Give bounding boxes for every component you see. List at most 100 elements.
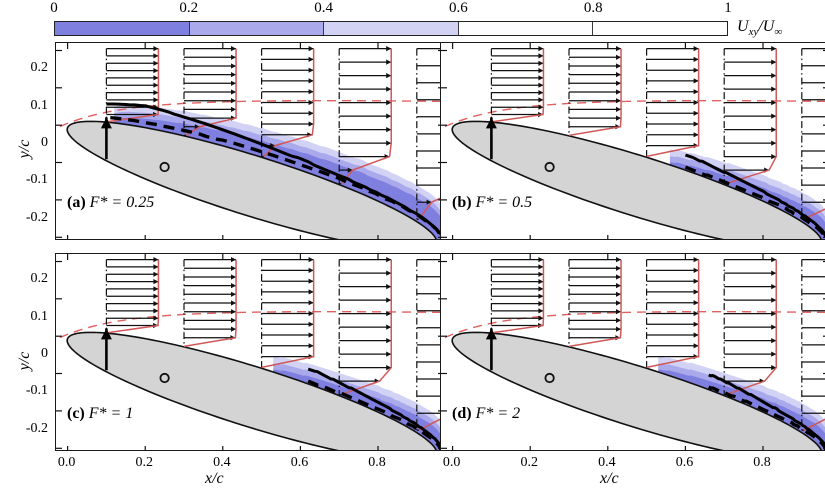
colorbar-tick-0: 0 bbox=[50, 0, 58, 16]
panel-param: F* = 2 bbox=[471, 405, 521, 422]
y-tick-label: 0 bbox=[41, 134, 48, 150]
wake-centerline-dashed bbox=[307, 379, 442, 450]
velocity-arrowhead bbox=[231, 317, 236, 323]
velocity-arrowhead bbox=[693, 121, 699, 127]
velocity-arrowhead bbox=[386, 365, 392, 371]
velocity-arrowhead bbox=[538, 97, 544, 103]
velocity-arrowhead bbox=[693, 78, 699, 84]
y-tick-label: 0.1 bbox=[30, 308, 49, 324]
velocity-arrowhead bbox=[693, 267, 699, 273]
velocity-arrowhead bbox=[153, 286, 159, 292]
x-axis-label-right: x/c bbox=[600, 470, 619, 487]
velocity-arrowhead bbox=[153, 257, 159, 263]
velocity-arrowhead bbox=[231, 291, 236, 297]
panel-param: F* = 0.5 bbox=[471, 194, 533, 211]
velocity-arrowhead bbox=[538, 104, 544, 110]
velocity-arrowhead bbox=[386, 127, 392, 133]
velocity-arrowhead bbox=[386, 46, 392, 52]
velocity-arrowhead bbox=[771, 127, 777, 133]
velocity-arrowhead bbox=[616, 54, 621, 60]
panel-c: (c) F* = 1 bbox=[55, 253, 443, 451]
bl-edge-dashed bbox=[59, 99, 442, 128]
velocity-arrowhead bbox=[386, 113, 392, 119]
velocity-arrowhead bbox=[693, 310, 699, 317]
velocity-arrowhead bbox=[693, 99, 699, 106]
velocity-arrowhead bbox=[426, 199, 432, 205]
velocity-arrowhead bbox=[693, 278, 699, 284]
velocity-arrowhead bbox=[386, 59, 392, 65]
x-tick-label: 0.8 bbox=[368, 455, 386, 470]
velocity-arrowhead bbox=[308, 278, 314, 284]
velocity-arrowhead bbox=[386, 270, 392, 276]
profile-curve-red bbox=[261, 259, 315, 369]
velocity-arrowhead bbox=[231, 72, 236, 78]
velocity-arrowhead bbox=[347, 167, 353, 173]
axes-frame bbox=[55, 42, 443, 240]
panel-label-b: (b) F* = 0.5 bbox=[452, 194, 532, 212]
axes-frame bbox=[440, 253, 825, 451]
velocity-arrowhead bbox=[693, 56, 699, 62]
panel-a: (a) F* = 0.25 bbox=[55, 42, 443, 240]
shear-layer-solid bbox=[307, 367, 442, 450]
velocity-arrowhead bbox=[231, 106, 236, 112]
x-tick-label: 0.2 bbox=[135, 455, 153, 470]
velocity-arrowhead bbox=[616, 326, 621, 332]
profile-curve-red bbox=[646, 48, 700, 158]
bl-edge-dashed bbox=[444, 99, 825, 128]
airfoil-body bbox=[66, 120, 437, 239]
airfoil-body bbox=[66, 331, 437, 450]
velocity-arrowhead bbox=[231, 257, 236, 263]
velocity-arrowhead bbox=[231, 265, 236, 271]
profile-curve-red bbox=[183, 259, 237, 348]
y-tick-label: -0.1 bbox=[25, 172, 48, 188]
velocity-arrowhead bbox=[386, 284, 392, 290]
velocity-arrowhead bbox=[771, 100, 777, 106]
velocity-arrowhead bbox=[308, 110, 314, 116]
velocity-arrowhead bbox=[386, 86, 392, 92]
y-tick-label: -0.2 bbox=[25, 209, 48, 225]
profile-curve-red bbox=[340, 48, 392, 185]
velocity-arrowhead bbox=[616, 291, 621, 297]
profile-curve-red bbox=[185, 48, 237, 137]
velocity-arrowhead bbox=[616, 89, 621, 95]
colorbar-segment-3 bbox=[458, 22, 594, 35]
axes-frame bbox=[440, 42, 825, 240]
x-tick-label: 0.0 bbox=[57, 455, 76, 470]
velocity-arrowhead bbox=[538, 82, 544, 88]
velocity-arrowhead bbox=[308, 257, 314, 263]
velocity-arrowhead bbox=[693, 321, 699, 327]
velocity-arrowhead bbox=[538, 279, 544, 285]
velocity-arrowhead bbox=[538, 46, 544, 52]
axes-frame bbox=[55, 253, 443, 451]
velocity-arrowhead bbox=[538, 315, 544, 321]
colorbar-segment-4 bbox=[593, 22, 727, 35]
y-tick-label: 0.2 bbox=[30, 60, 49, 76]
velocity-arrowhead bbox=[153, 82, 159, 88]
velocity-arrowhead bbox=[386, 73, 392, 79]
velocity-arrowhead bbox=[538, 308, 544, 314]
velocity-arrowhead bbox=[538, 60, 544, 66]
velocity-arrowhead bbox=[693, 46, 699, 52]
velocity-arrowhead bbox=[616, 115, 621, 121]
velocity-arrowhead bbox=[308, 343, 314, 349]
profile-curve-red bbox=[646, 259, 700, 369]
velocity-arrowhead bbox=[538, 257, 544, 263]
velocity-arrowhead bbox=[153, 293, 159, 299]
velocity-arrowhead bbox=[771, 86, 777, 92]
velocity-arrowhead bbox=[616, 257, 621, 263]
velocity-arrowhead bbox=[386, 257, 392, 263]
velocity-arrowhead bbox=[538, 301, 544, 307]
velocity-arrowhead bbox=[153, 68, 159, 74]
velocity-arrowhead bbox=[308, 89, 314, 95]
panel-label-d: (d) F* = 2 bbox=[452, 405, 520, 423]
y-tick-label: -0.1 bbox=[25, 383, 48, 399]
velocity-arrowhead bbox=[693, 289, 699, 295]
velocity-arrowhead bbox=[386, 311, 392, 317]
actuator-arrow-head bbox=[485, 328, 497, 340]
actuator-arrow-head bbox=[100, 328, 112, 340]
actuator-arrow-head bbox=[485, 117, 497, 129]
panel-tag: (b) bbox=[452, 194, 472, 211]
y-tick-label: 0 bbox=[41, 345, 48, 361]
colorbar-gradient bbox=[54, 21, 728, 36]
